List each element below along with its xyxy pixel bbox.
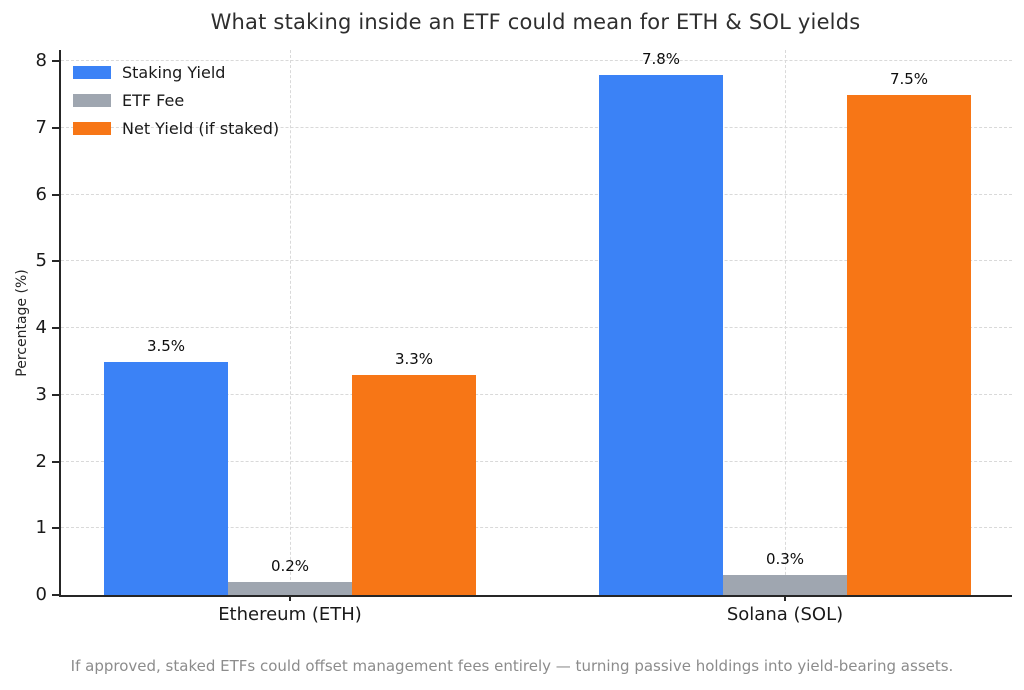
bar-staking-yield <box>599 74 723 595</box>
h-gridline <box>61 193 1012 195</box>
y-tick-mark <box>52 527 59 530</box>
y-tick-label: 3 <box>35 383 47 405</box>
h-gridline <box>61 127 1012 129</box>
bar-value-label: 0.2% <box>270 556 310 575</box>
bar-value-label: 0.3% <box>765 550 805 568</box>
y-tick-label: 2 <box>35 450 47 472</box>
chart-footer-caption: If approved, staked ETFs could offset ma… <box>70 657 954 675</box>
legend-row: Net Yield (if staked) <box>73 119 279 138</box>
bar-value-label: 3.3% <box>394 349 434 368</box>
y-tick-mark <box>52 127 59 130</box>
v-gridline <box>785 50 786 595</box>
y-tick-label: 6 <box>35 183 47 205</box>
x-tick-label: Solana (SOL) <box>726 604 844 625</box>
y-tick-mark <box>52 60 59 63</box>
y-tick-label: 1 <box>35 517 47 539</box>
v-gridline <box>290 50 291 595</box>
legend-swatch-icon <box>73 122 111 135</box>
y-tick-mark <box>52 460 59 463</box>
bar-value-label: 7.5% <box>889 69 929 88</box>
h-gridline <box>61 60 1012 62</box>
legend: Staking Yield ETF Fee Net Yield (if staked… <box>73 63 279 147</box>
y-tick-mark <box>52 393 59 396</box>
bar-etf-fee <box>228 581 352 595</box>
bar-value-label: 7.8% <box>641 49 681 68</box>
legend-row: ETF Fee <box>73 91 279 110</box>
x-tick-mark <box>784 595 786 601</box>
legend-swatch-icon <box>73 66 111 79</box>
y-tick-label: 4 <box>35 317 47 339</box>
h-gridline <box>61 393 1012 395</box>
y-tick-label: 0 <box>35 584 47 605</box>
bar-value-label: 3.5% <box>146 336 186 355</box>
y-tick-mark <box>52 193 59 196</box>
y-tick-label: 7 <box>35 117 47 139</box>
plot-area: 3.5% 7.8% 0.2% 0.3% 3.3% 7.5% 0 1 2 3 4 5 6 7 8 Ethere… <box>36 49 1012 625</box>
h-gridline <box>61 460 1012 462</box>
bar-net-yield-if-staked <box>352 374 476 595</box>
y-tick-mark <box>52 260 59 263</box>
y-tick-mark <box>52 594 59 596</box>
legend-label: ETF Fee <box>122 91 185 110</box>
legend-label: Staking Yield <box>122 63 226 82</box>
bar-staking-yield <box>104 361 228 595</box>
bar-etf-fee <box>723 575 847 595</box>
legend-label: Net Yield (if staked) <box>122 119 280 138</box>
y-tick-mark <box>52 327 59 330</box>
chart-title: What staking inside an ETF could mean fo… <box>210 10 861 34</box>
h-gridline <box>61 260 1012 262</box>
h-gridline <box>61 527 1012 529</box>
y-tick-label: 8 <box>35 50 47 72</box>
legend-swatch-icon <box>73 94 111 107</box>
bar-net-yield-if-staked <box>847 94 971 595</box>
x-tick-label: Ethereum (ETH) <box>218 604 362 625</box>
h-gridline <box>61 327 1012 329</box>
y-tick-label: 5 <box>35 250 47 272</box>
x-tick-mark <box>289 595 291 601</box>
legend-row: Staking Yield <box>73 63 279 82</box>
